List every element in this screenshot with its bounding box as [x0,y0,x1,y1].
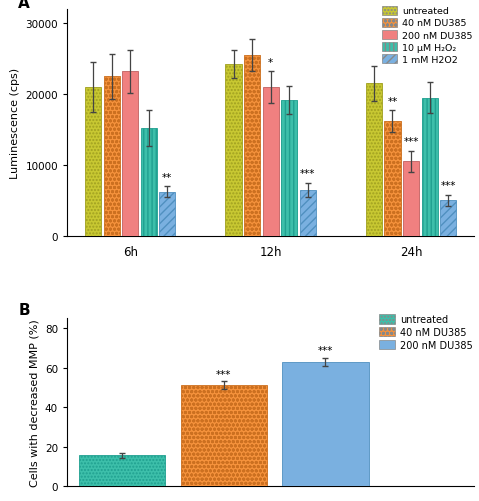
Bar [79,455,165,486]
Bar [281,101,297,236]
Legend: untreated, 40 nM DU385, 200 nM DU385, 10 μM H₂O₂, 1 mM H2O2: untreated, 40 nM DU385, 200 nM DU385, 10… [381,6,474,66]
Legend: untreated, 40 nM DU385, 200 nM DU385: untreated, 40 nM DU385, 200 nM DU385 [378,314,473,351]
Text: ***: *** [403,137,419,147]
Bar [403,162,419,236]
Y-axis label: Luminescence (cps): Luminescence (cps) [10,68,20,178]
Bar [244,56,260,236]
Bar [422,98,438,236]
Bar [160,192,175,236]
Text: B: B [18,302,30,317]
Bar [226,65,241,236]
Text: **: ** [162,172,172,182]
Bar [283,362,368,486]
Bar [103,77,120,236]
Text: ***: *** [441,181,456,191]
Bar [122,72,138,236]
Bar [262,88,279,236]
Text: ***: *** [300,169,316,179]
Bar [85,88,101,236]
Text: *: * [268,58,273,68]
Bar [366,84,382,236]
Text: ***: *** [216,369,231,379]
Bar [141,129,157,236]
Text: **: ** [388,97,398,107]
Text: ***: *** [318,345,333,355]
Bar [440,201,456,236]
Text: A: A [18,0,30,12]
Bar [181,386,267,486]
Y-axis label: Cells with decreased MMP (%): Cells with decreased MMP (%) [29,319,39,486]
Bar [384,122,400,236]
Bar [300,190,316,236]
